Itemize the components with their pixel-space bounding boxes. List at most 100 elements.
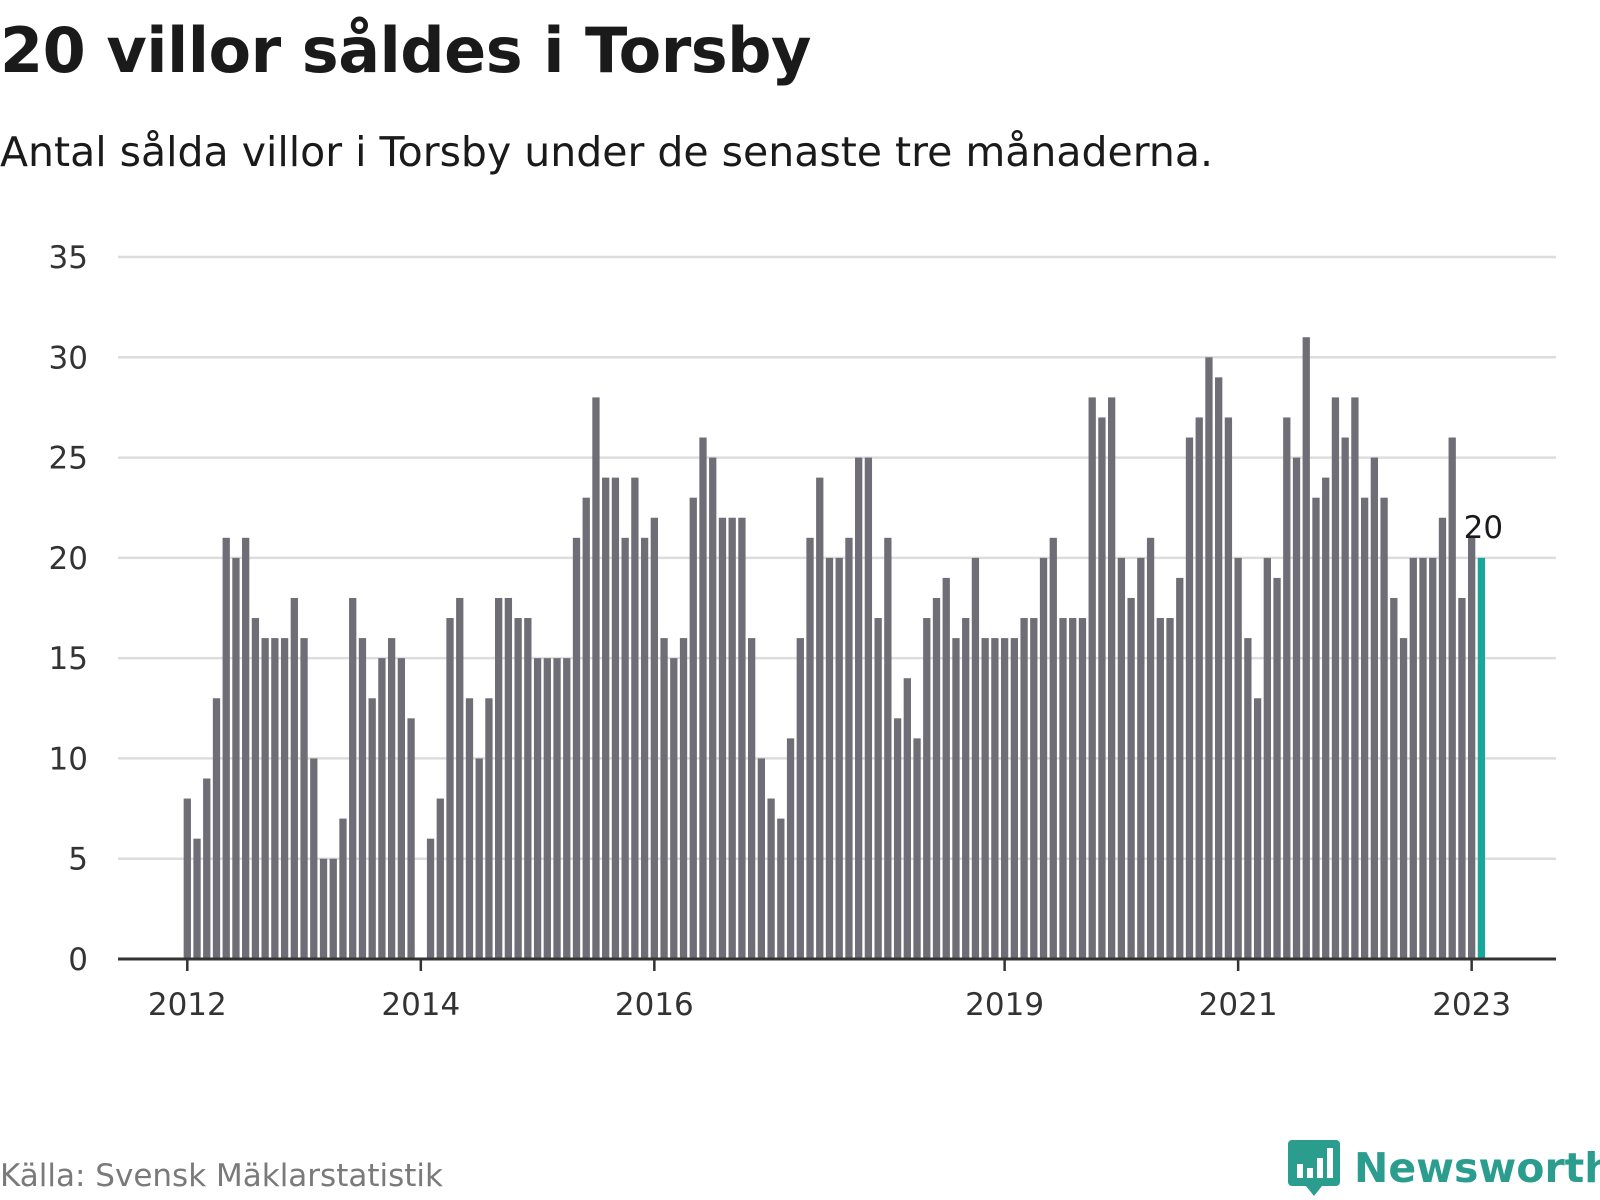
bar (1283, 417, 1291, 959)
bar (436, 798, 444, 959)
bar-highlight (1477, 557, 1486, 959)
bar (1244, 638, 1252, 959)
bar (767, 798, 775, 959)
bar (855, 457, 863, 959)
bar (1253, 698, 1262, 959)
bar (1185, 437, 1194, 959)
bar (1166, 618, 1174, 959)
bar (1224, 417, 1233, 959)
bar (1195, 417, 1203, 959)
y-tick-label: 35 (49, 240, 88, 276)
y-tick-label: 30 (49, 340, 88, 376)
bar (203, 778, 211, 959)
source-note: Källa: Svensk Mäklarstatistik (0, 1158, 443, 1194)
bar (310, 758, 318, 959)
bar (563, 658, 571, 959)
bar (339, 818, 347, 959)
bar (1419, 557, 1427, 959)
bar (1341, 437, 1349, 959)
bar (524, 618, 532, 959)
bar (893, 718, 902, 959)
bar (932, 597, 941, 959)
y-tick-label: 0 (68, 942, 88, 978)
bar (845, 537, 853, 959)
bar (903, 678, 911, 959)
bar (1078, 618, 1087, 959)
bar (611, 477, 620, 959)
bar (378, 658, 386, 959)
bar (1108, 397, 1116, 959)
bar (747, 638, 756, 959)
bar (446, 618, 454, 959)
bar (1205, 357, 1213, 959)
bar (1438, 517, 1447, 959)
bar (387, 638, 396, 959)
bar (816, 477, 824, 959)
bar (1322, 477, 1330, 959)
bar (543, 658, 551, 959)
brand-logo[interactable]: Newsworthy (1288, 1138, 1600, 1198)
bar (796, 638, 804, 959)
brand-name: Newsworthy (1354, 1144, 1600, 1192)
bar (251, 618, 260, 959)
x-tick-label: 2019 (965, 987, 1044, 1023)
bar (670, 658, 678, 959)
bar (1059, 618, 1067, 959)
bar (456, 597, 464, 959)
newsworthy-bar-chart-icon (1288, 1140, 1340, 1196)
bar (261, 638, 269, 959)
bar (650, 517, 658, 959)
bar (1331, 397, 1340, 959)
bar (1351, 397, 1359, 959)
bar (1370, 457, 1379, 959)
bar (290, 597, 298, 959)
bar (1312, 497, 1320, 959)
bars (183, 337, 1486, 959)
bar (572, 537, 581, 959)
bar (874, 618, 882, 959)
bar (621, 537, 629, 959)
bar (407, 718, 415, 959)
bar (825, 557, 834, 959)
bar (1458, 597, 1466, 959)
bar (1448, 437, 1456, 959)
bar (368, 698, 376, 959)
bar (475, 758, 483, 959)
bar (777, 818, 785, 959)
bar (242, 537, 250, 959)
bar (631, 477, 639, 959)
bar (1039, 557, 1048, 959)
bar (300, 638, 308, 959)
y-tick-label: 10 (49, 741, 88, 777)
bar (1380, 497, 1388, 959)
bar (193, 838, 201, 959)
bar (1137, 557, 1145, 959)
bar (1156, 618, 1164, 959)
bar (1117, 557, 1126, 959)
bar (738, 517, 746, 959)
bar (1049, 537, 1057, 959)
bar (1069, 618, 1077, 959)
x-tick-label: 2014 (381, 987, 460, 1023)
bar (1146, 537, 1155, 959)
x-axis: 2012 2014 2016 2019 2021 2023 (118, 957, 1556, 1023)
bar (1399, 638, 1408, 959)
bar (962, 618, 970, 959)
bar (495, 597, 503, 959)
bar (952, 638, 960, 959)
bar (349, 597, 357, 959)
bar (835, 557, 843, 959)
bar (981, 638, 989, 959)
bar (971, 557, 980, 959)
bar (222, 537, 230, 959)
bar (1429, 557, 1437, 959)
bar (991, 638, 999, 959)
bar (1468, 537, 1476, 959)
y-tick-label: 20 (49, 541, 88, 577)
bar (358, 638, 367, 959)
bar (942, 577, 950, 959)
bar (786, 738, 795, 959)
bar (1409, 557, 1417, 959)
bar (1000, 638, 1009, 959)
